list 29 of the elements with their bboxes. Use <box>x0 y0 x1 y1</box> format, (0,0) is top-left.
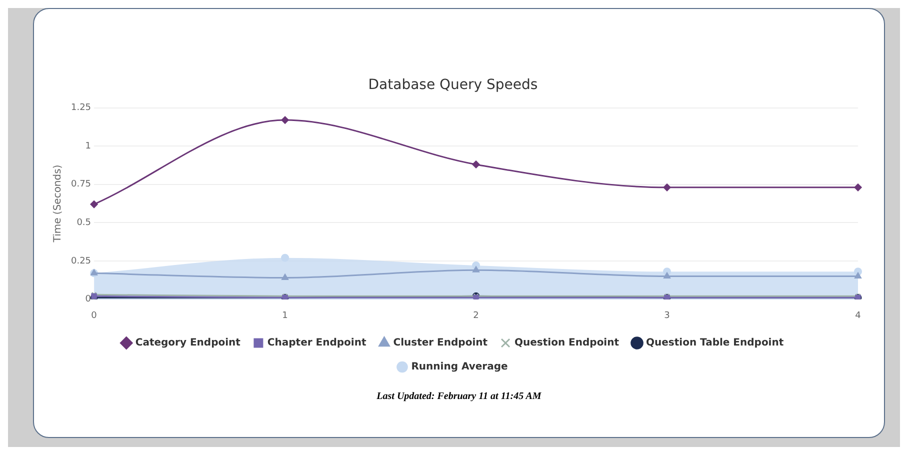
y-tick-label: 1.25 <box>70 103 92 114</box>
legend-label: Question Table Endpoint <box>646 338 784 349</box>
y-axis-title: Time (Seconds) <box>52 164 64 244</box>
y-tick-label: 0.25 <box>70 256 92 266</box>
y-tick-label: 0 <box>85 294 92 305</box>
x-tick-label: 2 <box>473 310 479 321</box>
chart-title: Database Query Speeds <box>368 77 538 94</box>
y-tick-label: 0.75 <box>70 180 92 190</box>
point <box>90 200 98 208</box>
x-tick-label: 3 <box>664 310 670 321</box>
point <box>854 184 862 192</box>
x-tick-label: 4 <box>855 310 862 321</box>
legend-label: Cluster Endpoint <box>393 338 488 349</box>
x-tick-label: 1 <box>282 310 288 321</box>
legend-label: Chapter Endpoint <box>267 338 366 349</box>
point <box>282 274 288 280</box>
legend-label: Running Average <box>411 362 508 373</box>
y-tick-label: 0.5 <box>76 218 92 228</box>
point <box>664 272 670 278</box>
point <box>472 160 480 168</box>
point <box>854 272 862 278</box>
point <box>663 184 671 192</box>
point <box>281 254 290 262</box>
legend-label: Question Endpoint <box>514 338 620 349</box>
text: Last Updated: February 11 at 11:45 AM <box>376 391 542 402</box>
legend-label: Category Endpoint <box>135 338 241 349</box>
y-tick-label: 1 <box>85 141 92 152</box>
point <box>472 266 480 272</box>
point <box>281 116 289 124</box>
